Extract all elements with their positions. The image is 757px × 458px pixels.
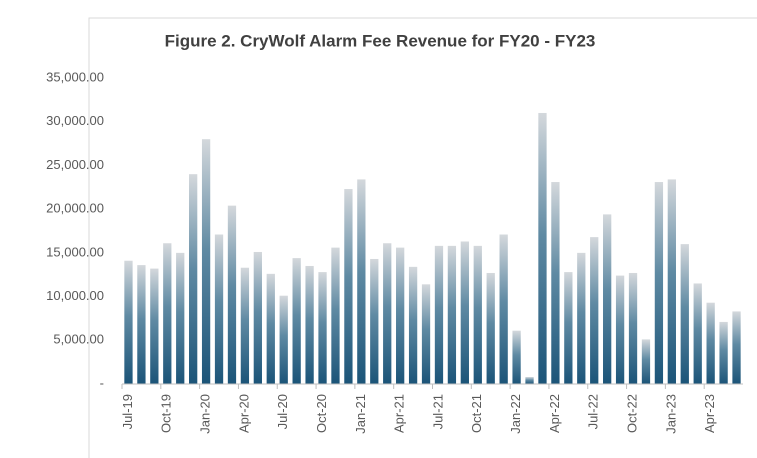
bar	[331, 247, 340, 384]
x-tick-label: Jan-20	[198, 394, 213, 434]
bar	[551, 182, 560, 384]
bar	[680, 244, 689, 384]
bar	[577, 252, 586, 384]
bar	[473, 245, 482, 384]
bar	[266, 273, 275, 384]
bar	[706, 302, 715, 384]
bar	[253, 251, 262, 384]
bar	[628, 272, 638, 384]
x-tick-label: Jul-22	[586, 394, 601, 429]
y-tick-label: 35,000.00	[46, 69, 104, 84]
bar	[344, 189, 353, 384]
bar	[732, 311, 741, 384]
x-tick-label: Apr-22	[547, 394, 562, 433]
bar	[214, 234, 224, 384]
bar	[486, 272, 495, 384]
bar	[434, 245, 444, 384]
chart-title: Figure 2. CryWolf Alarm Fee Revenue for …	[165, 31, 596, 50]
x-tick-label: Jul-19	[120, 394, 135, 429]
bar	[357, 179, 366, 384]
x-tick-label: Oct-19	[159, 394, 174, 433]
bar	[499, 234, 508, 384]
bar	[370, 258, 379, 384]
bar	[525, 377, 534, 384]
x-tick-label: Apr-20	[236, 394, 251, 433]
y-tick-label: 5,000.00	[53, 332, 104, 347]
x-tick-label: Jul-20	[275, 394, 290, 429]
bar	[590, 237, 599, 384]
x-tick-label: Jan-21	[353, 394, 368, 434]
chart-border	[88, 17, 757, 458]
x-tick-label: Jan-23	[663, 394, 678, 434]
bar	[447, 245, 457, 384]
y-tick-label: -	[100, 375, 104, 390]
x-tick-label: Apr-23	[702, 394, 717, 433]
bar	[408, 266, 418, 384]
bar	[641, 339, 651, 384]
bar	[603, 214, 612, 384]
y-tick-label: 15,000.00	[46, 244, 104, 259]
x-tick-label: Apr-21	[392, 394, 407, 433]
bar	[176, 252, 185, 384]
bar	[512, 330, 521, 384]
bar	[292, 258, 301, 384]
bar	[667, 179, 676, 384]
bar	[227, 205, 237, 384]
bar	[240, 267, 250, 384]
bar	[654, 182, 664, 384]
bar	[564, 272, 573, 384]
x-tick-label: Jan-22	[508, 394, 523, 434]
bar	[615, 275, 625, 384]
bar	[189, 174, 198, 384]
y-tick-label: 10,000.00	[46, 288, 104, 303]
x-tick-label: Oct-20	[314, 394, 329, 433]
bar	[305, 265, 314, 384]
y-tick-label: 20,000.00	[46, 201, 104, 216]
bar	[693, 283, 702, 384]
bar	[150, 268, 159, 384]
y-tick-label: 25,000.00	[46, 157, 104, 172]
bar	[137, 265, 146, 384]
bar	[279, 295, 288, 384]
x-tick-label: Oct-22	[624, 394, 639, 433]
bar	[719, 321, 728, 384]
bar	[318, 272, 327, 384]
y-tick-label: 30,000.00	[46, 113, 104, 128]
bar	[538, 112, 547, 384]
bar	[383, 243, 392, 384]
bar	[460, 241, 469, 384]
bar	[396, 247, 405, 384]
bar	[124, 260, 133, 384]
bar	[421, 284, 431, 384]
x-tick-label: Jul-21	[430, 394, 445, 429]
bar	[201, 139, 211, 384]
bar	[163, 243, 172, 384]
x-tick-label: Oct-21	[469, 394, 484, 433]
